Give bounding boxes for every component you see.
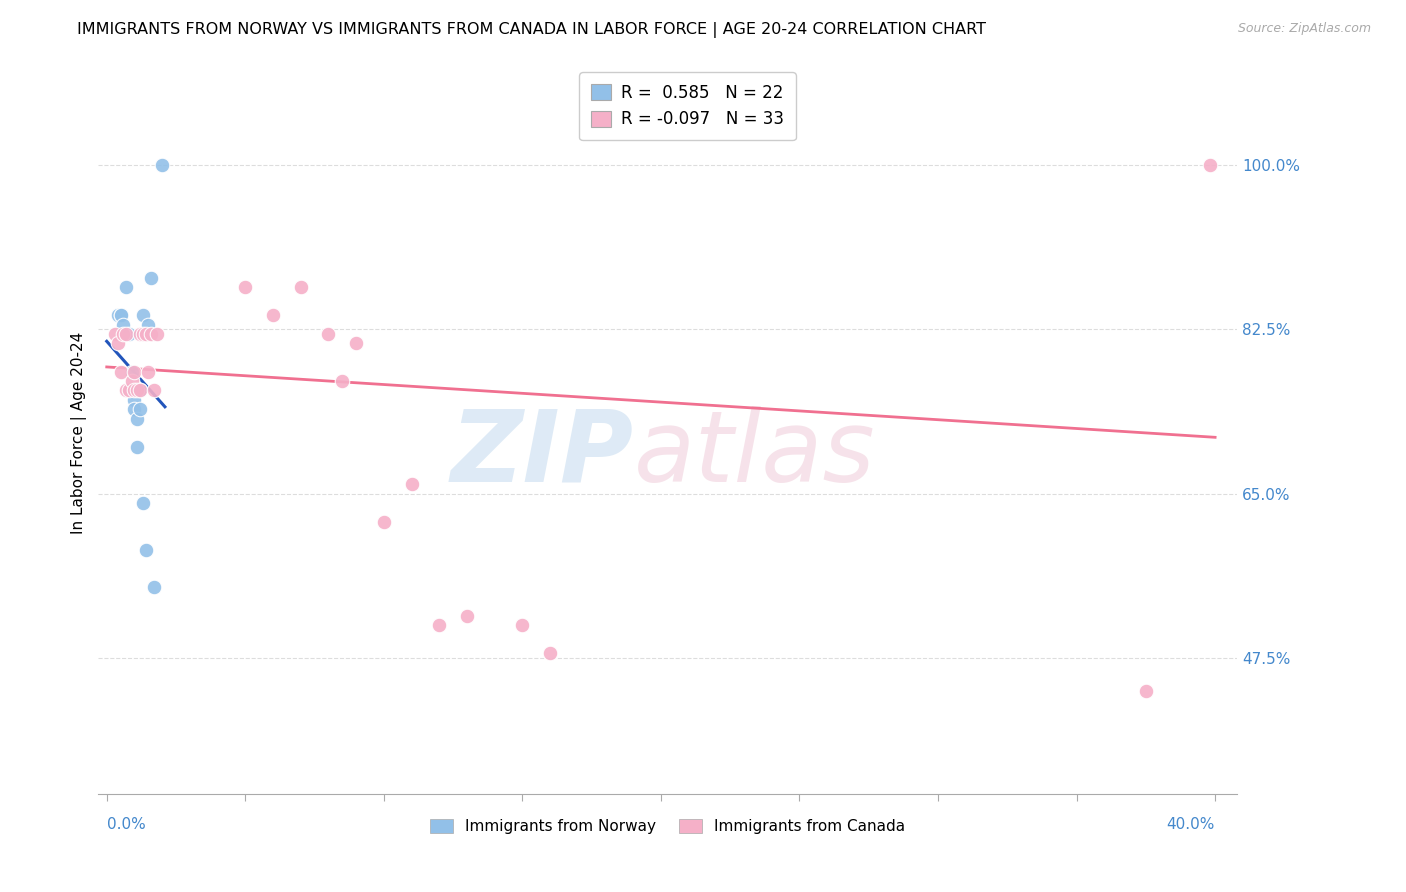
Point xyxy=(127,411,149,425)
Point xyxy=(132,309,155,323)
Point xyxy=(124,384,146,398)
Point xyxy=(115,280,138,294)
Point xyxy=(318,327,340,342)
Point xyxy=(136,365,159,379)
Point xyxy=(139,270,162,285)
Point xyxy=(1198,158,1220,172)
Point xyxy=(118,384,141,398)
Point xyxy=(127,440,149,454)
Legend: Immigrants from Norway, Immigrants from Canada: Immigrants from Norway, Immigrants from … xyxy=(425,814,911,840)
Text: ZIP: ZIP xyxy=(451,406,634,503)
Text: atlas: atlas xyxy=(634,406,876,503)
Point xyxy=(512,618,534,632)
Point xyxy=(110,365,132,379)
Point xyxy=(136,318,159,332)
Point xyxy=(129,384,152,398)
Point xyxy=(132,496,155,510)
Point xyxy=(132,327,155,342)
Point xyxy=(121,384,143,398)
Y-axis label: In Labor Force | Age 20-24: In Labor Force | Age 20-24 xyxy=(72,332,87,533)
Point xyxy=(139,327,162,342)
Text: 0.0%: 0.0% xyxy=(107,817,145,832)
Point xyxy=(110,309,132,323)
Point xyxy=(344,336,367,351)
Point xyxy=(115,384,138,398)
Point xyxy=(115,327,138,342)
Point xyxy=(142,384,165,398)
Point xyxy=(112,318,135,332)
Point xyxy=(124,365,146,379)
Point xyxy=(330,374,353,388)
Point xyxy=(135,327,157,342)
Point xyxy=(1135,683,1157,698)
Point xyxy=(262,309,284,323)
Point xyxy=(110,309,132,323)
Point xyxy=(124,402,146,417)
Point xyxy=(129,402,152,417)
Point xyxy=(135,542,157,557)
Point xyxy=(118,384,141,398)
Point xyxy=(127,384,149,398)
Point xyxy=(233,280,256,294)
Point xyxy=(124,392,146,407)
Point xyxy=(107,309,129,323)
Point xyxy=(290,280,312,294)
Point xyxy=(373,515,395,529)
Point xyxy=(104,327,127,342)
Text: IMMIGRANTS FROM NORWAY VS IMMIGRANTS FROM CANADA IN LABOR FORCE | AGE 20-24 CORR: IMMIGRANTS FROM NORWAY VS IMMIGRANTS FRO… xyxy=(77,22,987,38)
Point xyxy=(401,477,423,491)
Point xyxy=(150,158,173,172)
Point xyxy=(145,327,167,342)
Point xyxy=(129,327,152,342)
Point xyxy=(121,365,143,379)
Point xyxy=(129,384,152,398)
Point xyxy=(118,327,141,342)
Point xyxy=(538,646,561,660)
Point xyxy=(456,608,478,623)
Point xyxy=(142,581,165,595)
Point xyxy=(121,374,143,388)
Point xyxy=(427,618,450,632)
Text: Source: ZipAtlas.com: Source: ZipAtlas.com xyxy=(1237,22,1371,36)
Point xyxy=(112,327,135,342)
Point xyxy=(107,336,129,351)
Text: 40.0%: 40.0% xyxy=(1167,817,1215,832)
